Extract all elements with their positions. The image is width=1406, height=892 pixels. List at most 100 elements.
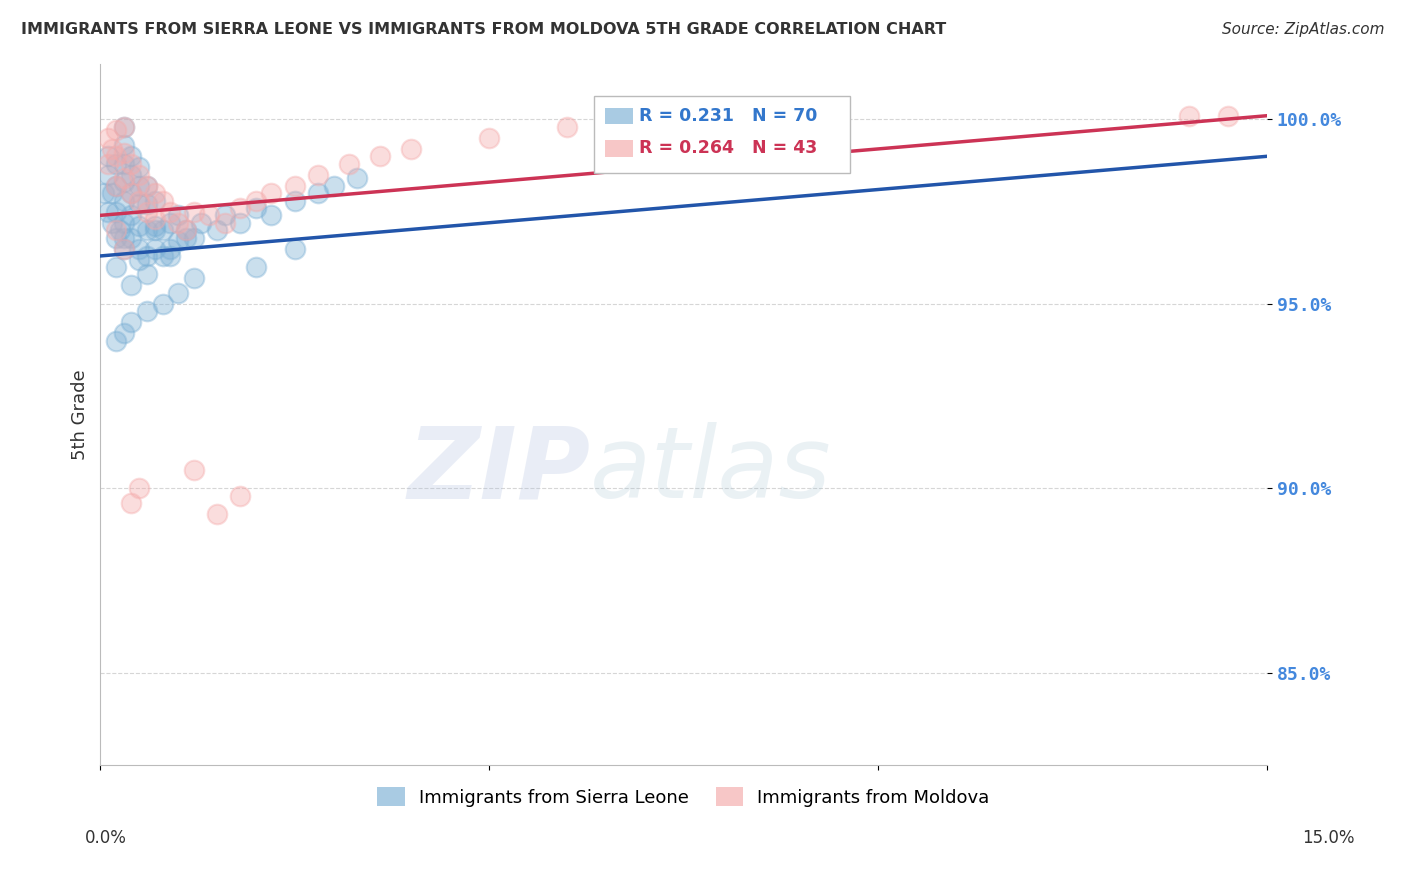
Point bbox=[97, 149, 120, 163]
Point bbox=[128, 178, 150, 193]
Point bbox=[128, 482, 150, 496]
Point bbox=[1178, 109, 1201, 123]
Point bbox=[120, 230, 142, 244]
Point bbox=[143, 242, 166, 256]
Point bbox=[104, 204, 127, 219]
Point bbox=[136, 249, 159, 263]
Point bbox=[112, 138, 135, 153]
Text: R = 0.231   N = 70: R = 0.231 N = 70 bbox=[640, 107, 818, 125]
Point bbox=[190, 216, 212, 230]
Point bbox=[112, 216, 135, 230]
Point bbox=[104, 149, 127, 163]
Point bbox=[143, 194, 166, 208]
Point bbox=[159, 249, 181, 263]
Point bbox=[104, 260, 127, 274]
Point bbox=[167, 234, 190, 248]
Point bbox=[401, 142, 423, 156]
FancyBboxPatch shape bbox=[606, 108, 634, 124]
Point bbox=[120, 496, 142, 510]
Point bbox=[284, 178, 307, 193]
Point bbox=[245, 194, 267, 208]
Point bbox=[120, 208, 142, 222]
Point bbox=[152, 297, 174, 311]
Point bbox=[112, 326, 135, 341]
Point bbox=[120, 278, 142, 293]
Point bbox=[120, 186, 142, 201]
Point bbox=[128, 242, 150, 256]
Point bbox=[183, 204, 205, 219]
Point bbox=[136, 178, 159, 193]
Point bbox=[1216, 109, 1239, 123]
Point bbox=[97, 204, 120, 219]
Point bbox=[183, 463, 205, 477]
Point bbox=[128, 252, 150, 267]
Point bbox=[183, 230, 205, 244]
Point bbox=[174, 223, 197, 237]
Point bbox=[174, 230, 197, 244]
Point bbox=[136, 223, 159, 237]
Point bbox=[322, 178, 344, 193]
Point bbox=[152, 249, 174, 263]
Point bbox=[101, 216, 124, 230]
Point bbox=[101, 142, 124, 156]
Point bbox=[104, 230, 127, 244]
Point bbox=[214, 208, 236, 222]
Point bbox=[284, 242, 307, 256]
Point bbox=[205, 223, 228, 237]
Point bbox=[143, 223, 166, 237]
Point bbox=[159, 216, 181, 230]
Point bbox=[346, 171, 368, 186]
Point bbox=[112, 120, 135, 134]
Point bbox=[167, 285, 190, 300]
Point bbox=[307, 168, 329, 182]
Point bbox=[136, 197, 159, 211]
Y-axis label: 5th Grade: 5th Grade bbox=[72, 369, 89, 460]
Point bbox=[159, 204, 181, 219]
Point bbox=[143, 219, 166, 234]
Point bbox=[174, 223, 197, 237]
Point bbox=[260, 208, 283, 222]
Point bbox=[104, 223, 127, 237]
Text: atlas: atlas bbox=[591, 422, 832, 519]
Point bbox=[205, 508, 228, 522]
FancyBboxPatch shape bbox=[593, 95, 851, 173]
Point bbox=[112, 145, 135, 160]
Point bbox=[143, 212, 166, 227]
Point bbox=[284, 194, 307, 208]
Point bbox=[120, 149, 142, 163]
Point bbox=[245, 201, 267, 215]
Text: ZIP: ZIP bbox=[408, 422, 591, 519]
Text: Source: ZipAtlas.com: Source: ZipAtlas.com bbox=[1222, 22, 1385, 37]
Point bbox=[555, 120, 578, 134]
Text: 0.0%: 0.0% bbox=[84, 829, 127, 847]
Point bbox=[120, 315, 142, 329]
Point bbox=[120, 157, 142, 171]
Point bbox=[159, 242, 181, 256]
Point bbox=[104, 334, 127, 348]
Point bbox=[260, 186, 283, 201]
Point bbox=[167, 216, 190, 230]
Point bbox=[478, 131, 501, 145]
Point bbox=[120, 168, 142, 182]
Point bbox=[136, 268, 159, 282]
Point bbox=[143, 186, 166, 201]
Point bbox=[112, 157, 135, 171]
Point bbox=[136, 204, 159, 219]
Point bbox=[108, 223, 131, 237]
Point bbox=[136, 304, 159, 318]
Point bbox=[152, 194, 174, 208]
Point bbox=[307, 186, 329, 201]
Point bbox=[214, 216, 236, 230]
Text: IMMIGRANTS FROM SIERRA LEONE VS IMMIGRANTS FROM MOLDOVA 5TH GRADE CORRELATION CH: IMMIGRANTS FROM SIERRA LEONE VS IMMIGRAN… bbox=[21, 22, 946, 37]
Point bbox=[128, 161, 150, 175]
Point bbox=[120, 186, 142, 201]
Point bbox=[152, 223, 174, 237]
Point bbox=[104, 178, 127, 193]
Point bbox=[104, 178, 127, 193]
Point bbox=[101, 186, 124, 201]
Point bbox=[128, 194, 150, 208]
Point bbox=[337, 157, 360, 171]
Point bbox=[128, 168, 150, 182]
Point bbox=[229, 201, 252, 215]
Point bbox=[128, 219, 150, 234]
